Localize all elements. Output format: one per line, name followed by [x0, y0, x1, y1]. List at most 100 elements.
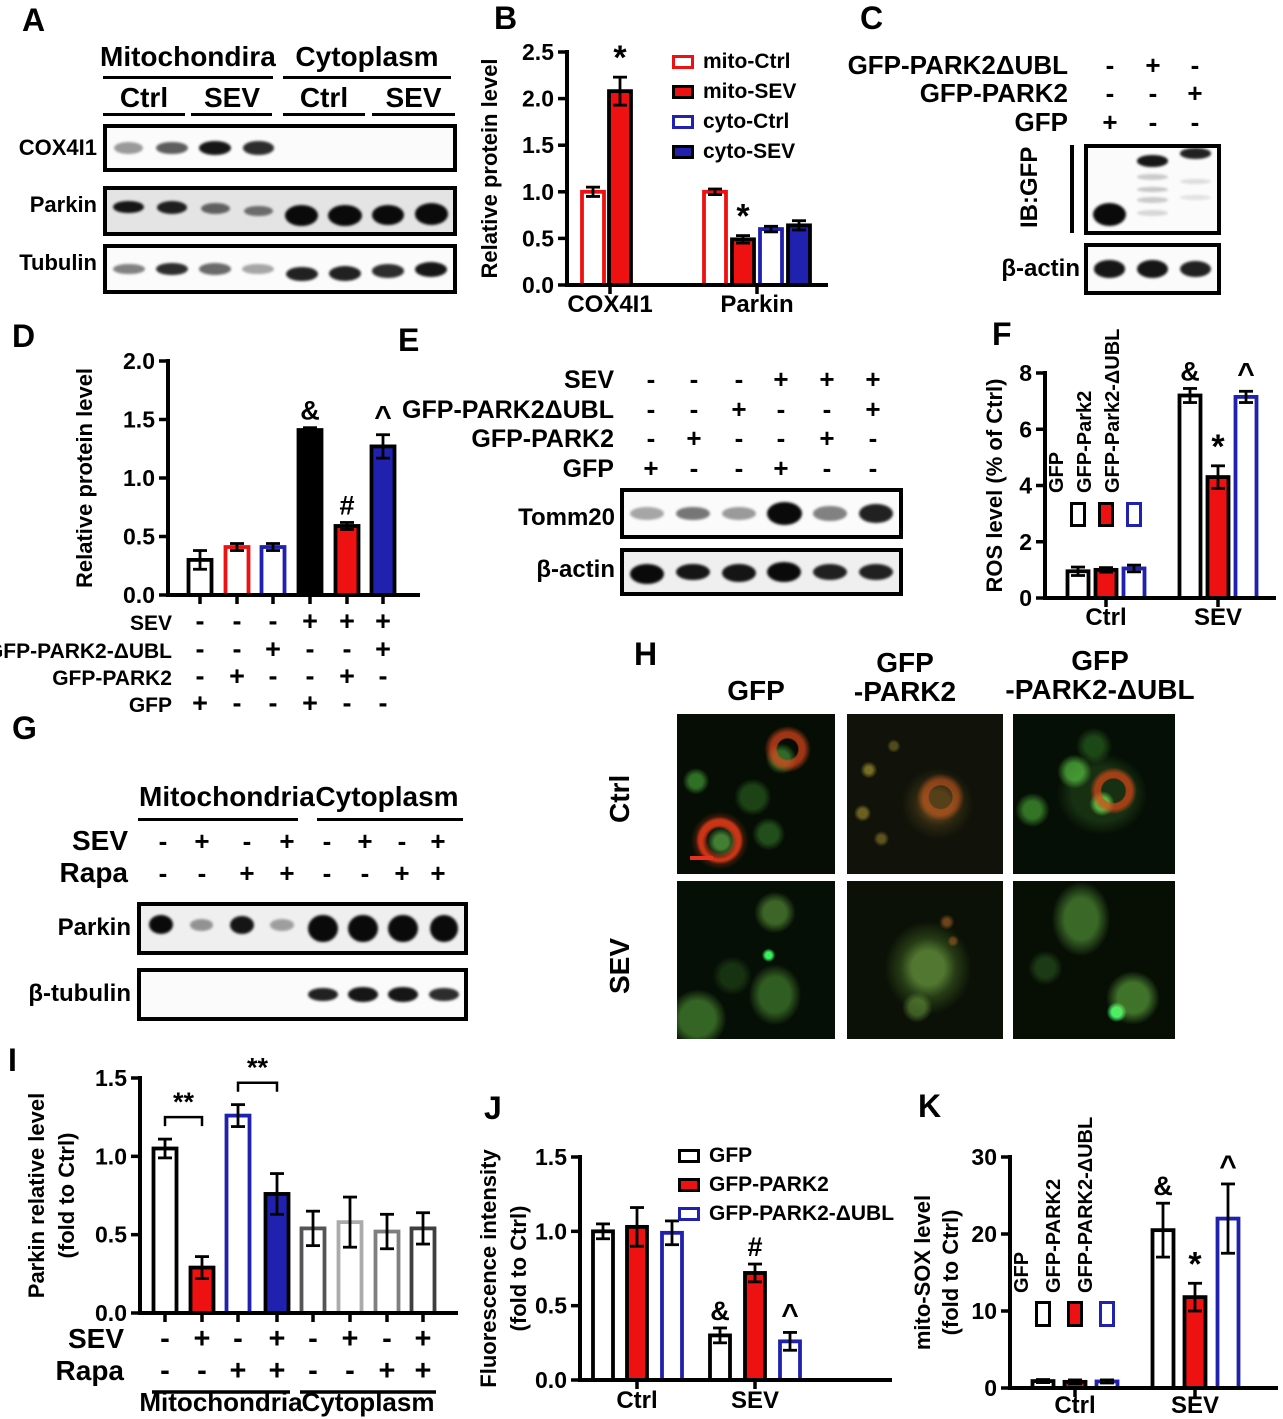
svg-text:-: -: [647, 364, 656, 394]
legend-label: cyto-SEV: [703, 140, 796, 163]
lane-header-sev: SEV: [385, 82, 442, 113]
svg-text:-: -: [647, 394, 656, 424]
svg-text:4: 4: [1019, 473, 1032, 499]
blot-image-ib-gfp: [1084, 144, 1221, 235]
panel-label-j: J: [484, 1090, 502, 1126]
svg-text:-: -: [869, 453, 878, 483]
svg-text:+: +: [279, 826, 294, 856]
row-header-sev: SEV: [604, 937, 635, 994]
svg-text:-: -: [233, 634, 242, 664]
svg-text:-: -: [361, 858, 370, 888]
column-header-line: GFP: [1071, 645, 1129, 676]
svg-text:#: #: [747, 1232, 762, 1262]
svg-text:0.5: 0.5: [123, 524, 155, 550]
svg-text:0.0: 0.0: [535, 1367, 567, 1393]
underline: [283, 76, 451, 79]
blot-label-beta-tubulin: β-tubulin: [28, 980, 131, 1007]
panel-label-i: I: [8, 1042, 17, 1078]
svg-text:1.0: 1.0: [123, 465, 155, 491]
svg-text:1.0: 1.0: [535, 1218, 567, 1244]
legend-j: GFP GFP-PARK2 GFP-PARK2-ΔUBL: [678, 1144, 894, 1226]
svg-text:1.0: 1.0: [95, 1143, 127, 1169]
blot-label-parkin-g: Parkin: [57, 914, 131, 941]
svg-text:+: +: [1187, 78, 1202, 108]
svg-text:Mitochondria: Mitochondria: [139, 1387, 303, 1417]
legend-swatch-gfp-j: [678, 1149, 700, 1163]
svg-text:+: +: [229, 661, 245, 691]
panel-label-a: A: [22, 2, 46, 38]
micro-image-ctrl-gfp-park2-dubl: [1013, 714, 1175, 874]
svg-text:+: +: [265, 634, 281, 664]
svg-text:+: +: [269, 1355, 286, 1387]
blot-label-tubulin: Tubulin: [19, 250, 97, 275]
svg-text:*: *: [613, 39, 627, 77]
column-header-line: -PARK2-ΔUBL: [1005, 674, 1195, 706]
legend-swatch-gfp-f: [1070, 502, 1086, 527]
svg-text:-: -: [323, 826, 332, 856]
svg-text:SEV: SEV: [68, 1323, 124, 1354]
svg-text:-: -: [198, 858, 207, 888]
svg-text:-: -: [647, 423, 656, 453]
svg-text:-: -: [869, 423, 878, 453]
svg-text:+: +: [342, 1323, 359, 1355]
legend-swatch-gfp-k: [1035, 1301, 1051, 1327]
svg-text:+: +: [686, 423, 701, 453]
legend-swatch-gfp-park2-dubl-j: [678, 1207, 700, 1221]
svg-text:mito-SOX level: mito-SOX level: [910, 1195, 935, 1350]
svg-text:+: +: [1102, 107, 1117, 137]
svg-text:1.5: 1.5: [123, 407, 155, 433]
svg-text:-: -: [1149, 78, 1158, 108]
svg-text:GFP-PARK2: GFP-PARK2: [471, 425, 614, 453]
panel-label-g: G: [12, 710, 37, 746]
svg-text:GFP-PARK2: GFP-PARK2: [52, 667, 172, 690]
svg-text:GFP-PARK2ΔUBL: GFP-PARK2ΔUBL: [402, 396, 614, 424]
svg-text:+: +: [230, 1355, 247, 1387]
svg-text:1.5: 1.5: [522, 132, 554, 158]
svg-text:GFP-PARK2ΔUBL: GFP-PARK2ΔUBL: [848, 50, 1069, 80]
legend-label: mito-Ctrl: [703, 50, 791, 73]
svg-text:Ctrl: Ctrl: [1085, 604, 1126, 631]
micro-image-sev-gfp-park2-dubl: [1013, 881, 1175, 1039]
group-header-mitochondria-g: Mitochondria: [139, 781, 315, 812]
blot-label-tomm20: Tomm20: [518, 504, 615, 531]
svg-text:-: -: [308, 1355, 318, 1387]
svg-text:SEV: SEV: [1171, 1392, 1219, 1419]
blot-image-beta-actin-e: [620, 548, 903, 596]
svg-text:+: +: [430, 858, 445, 888]
legend-label: GFP-PARK2: [709, 1173, 829, 1196]
legend-item: cyto-SEV: [672, 140, 796, 164]
svg-text:GFP: GFP: [563, 455, 614, 483]
legend-label-gfp-f: GFP: [1046, 451, 1068, 493]
svg-text:#: #: [339, 490, 354, 520]
svg-text:-: -: [233, 688, 242, 718]
svg-text:0.0: 0.0: [522, 272, 554, 298]
micro-image-ctrl-gfp-park2: [847, 714, 1003, 874]
legend-swatch-cyto-sev: [672, 145, 694, 159]
svg-text:-: -: [306, 661, 315, 691]
svg-text:1.0: 1.0: [522, 179, 554, 205]
svg-text:+: +: [731, 394, 746, 424]
blot-image-parkin-g: [137, 902, 468, 955]
svg-text:+: +: [339, 661, 355, 691]
svg-text:(fold to Ctrl): (fold to Ctrl): [54, 1133, 79, 1259]
svg-text:6: 6: [1019, 416, 1032, 442]
treatment-matrix-c: GFP-PARK2ΔUBL - + -GFP-PARK2- - +GFP + - -: [848, 50, 1203, 137]
svg-text:2.0: 2.0: [522, 86, 554, 112]
legend-item: mito-SEV: [672, 80, 796, 104]
scale-bar: [689, 856, 714, 860]
svg-text:Ctrl: Ctrl: [1054, 1392, 1095, 1419]
svg-text:GFP-PARK2: GFP-PARK2: [920, 78, 1068, 108]
svg-text:SEV: SEV: [72, 825, 128, 856]
svg-text:-: -: [1191, 50, 1200, 80]
micro-image-sev-gfp: [677, 881, 835, 1039]
panel-label-c: C: [860, 0, 884, 36]
blot-image-beta-tubulin: [137, 968, 468, 1021]
svg-text:30: 30: [971, 1144, 997, 1170]
svg-text:-: -: [398, 826, 407, 856]
svg-text:+: +: [643, 453, 658, 483]
micro-image-ctrl-gfp: [677, 714, 835, 874]
column-header-line: GFP: [876, 647, 934, 678]
svg-text:SEV: SEV: [731, 1387, 779, 1414]
group-header-mitochondria-a: Mitochondira: [100, 41, 276, 72]
